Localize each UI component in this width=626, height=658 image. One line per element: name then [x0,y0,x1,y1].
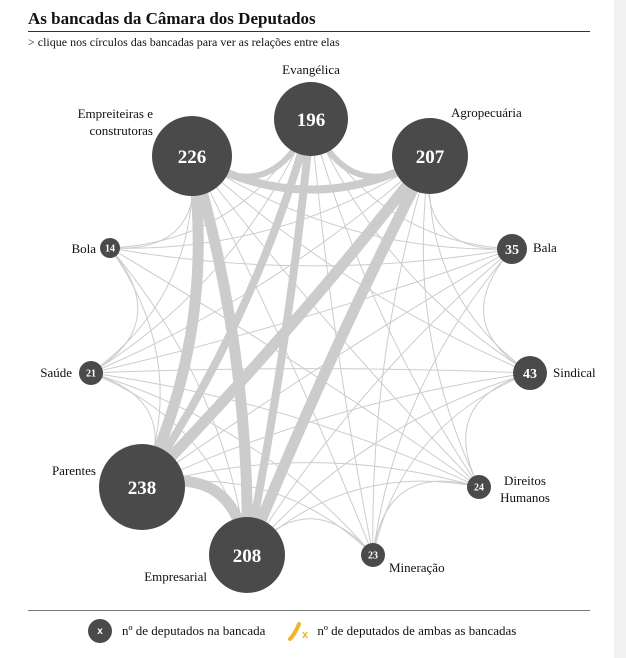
link-agropecuaria-bola [109,155,431,249]
link-agropecuaria-empresarial [241,150,436,561]
link-empresarial-bola [109,247,248,556]
link-bala-mineracao [372,248,513,556]
link-direitos-humanos-mineracao [372,480,480,556]
bancada-count-saude: 21 [86,369,96,380]
link-sindical-saude [90,368,531,374]
link-agropecuaria-mineracao [372,155,431,556]
link-saude-mineracao [90,372,374,556]
link-sindical-direitos-humanos [465,372,531,488]
bancada-node-empresarial[interactable]: 208 Empresarial [144,517,285,593]
link-width-legend-icon: x [287,619,311,643]
instruction-text: > clique nos círculos das bancadas para … [28,35,340,49]
bancada-label-bala: Bala [533,240,557,255]
bancada-node-mineracao[interactable]: 23 Mineração [361,543,445,575]
link-evangelica-sindical [310,118,531,374]
link-bala-bola [109,247,513,267]
link-bala-saude [90,248,513,374]
page-title: As bancadas da Câmara dos Deputados [28,9,316,28]
bancada-circle-direitos-humanos[interactable] [467,475,491,499]
bancada-label-agropecuaria: Agropecuária [451,105,522,120]
bancada-count-empresarial: 208 [233,546,262,567]
bancada-label-empresarial: Empresarial [144,569,207,584]
link-empreiteiras-direitos-humanos [191,155,480,488]
bancada-label-direitos-humanos: Direitos Humanos [500,473,550,505]
bancada-node-saude[interactable]: 21 Saúde [40,361,103,385]
link-evangelica-direitos-humanos [310,118,480,488]
link-empreiteiras-parentes [136,150,204,493]
bancada-node-empreiteiras[interactable]: 226 Empreiteiras e construtoras [78,106,232,196]
link-empreiteiras-sindical [191,155,531,374]
bancada-circle-saude[interactable] [79,361,103,385]
link-saude-bola [90,247,139,374]
bancada-node-bola[interactable]: 14 Bola [71,238,120,258]
link-legend-label: nº de deputados de ambas as bancadas [317,623,517,638]
bancada-circle-sindical[interactable] [513,356,547,390]
bancada-count-evangelica: 196 [297,110,326,131]
bancada-label-empreiteiras: Empreiteiras e construtoras [78,106,154,138]
link-evangelica-saude [90,118,312,374]
bancada-count-agropecuaria: 207 [416,147,445,168]
link-evangelica-empresarial [243,115,315,559]
link-parentes-bala [141,248,513,488]
bancada-circle-bola[interactable] [100,238,120,258]
bancada-circle-parentes[interactable] [99,444,185,530]
bancada-circle-evangelica[interactable] [274,82,348,156]
link-bala-sindical [483,248,531,374]
bancada-node-bala[interactable]: 35 Bala [497,234,557,264]
link-empreiteiras-mineracao [191,155,374,556]
header: As bancadas da Câmara dos Deputados > cl… [28,8,590,50]
link-sindical-mineracao [372,372,531,556]
bancada-node-sindical[interactable]: 43 Sindical [513,356,596,390]
bancada-count-direitos-humanos: 24 [474,483,484,494]
bancada-label-bola: Bola [71,241,96,256]
bancada-count-mineracao: 23 [368,551,378,562]
link-empreiteiras-empresarial [186,150,253,561]
scrollbar[interactable] [614,0,626,658]
bancada-node-direitos-humanos[interactable]: 24 Direitos Humanos [467,473,550,505]
node-size-legend-icon: x [88,619,112,643]
legend-divider [28,610,590,611]
link-agropecuaria-saude [90,155,431,374]
bancada-label-saude: Saúde [40,365,72,380]
bancada-count-bola: 14 [105,244,115,255]
bancada-count-empreiteiras: 226 [178,147,207,168]
node-legend-symbol: x [97,625,103,637]
link-empreiteiras-bala [191,155,513,250]
bancada-circle-empreiteiras[interactable] [152,116,232,196]
bancada-label-parentes: Parentes [52,463,96,478]
nodes-layer: 196 Evangélica 207 Agropecuária 35 Bala 43 Sind… [40,62,596,593]
link-evangelica-mineracao [310,118,374,556]
link-legend-symbol: x [302,629,309,641]
bancadas-network: 196 Evangélica 207 Agropecuária 35 Bala 43 Sind… [40,62,596,593]
node-legend-label: nº de deputados na bancada [122,623,266,638]
bancada-node-evangelica[interactable]: 196 Evangélica [274,62,348,156]
bancada-circle-empresarial[interactable] [209,517,285,593]
bancada-count-parentes: 238 [128,478,157,499]
bancada-count-sindical: 43 [523,367,537,382]
bancada-label-sindical: Sindical [553,365,596,380]
link-evangelica-parentes [138,115,315,491]
bancada-label-evangelica: Evangélica [282,62,340,77]
bancada-node-agropecuaria[interactable]: 207 Agropecuária [392,105,522,194]
link-parentes-sindical [141,372,531,488]
bancada-node-parentes[interactable]: 238 Parentes [52,444,185,530]
title-divider [28,31,590,32]
link-empresarial-bala [246,248,513,556]
link-saude-direitos-humanos [90,372,480,488]
bancada-circle-agropecuaria[interactable] [392,118,468,194]
bancada-label-mineracao: Mineração [389,560,445,575]
bancada-circle-bala[interactable] [497,234,527,264]
link-bola-direitos-humanos [109,247,480,488]
bancada-count-bala: 35 [505,243,519,258]
legend: x nº de deputados na bancada x nº de dep… [88,618,516,644]
bancada-circle-mineracao[interactable] [361,543,385,567]
